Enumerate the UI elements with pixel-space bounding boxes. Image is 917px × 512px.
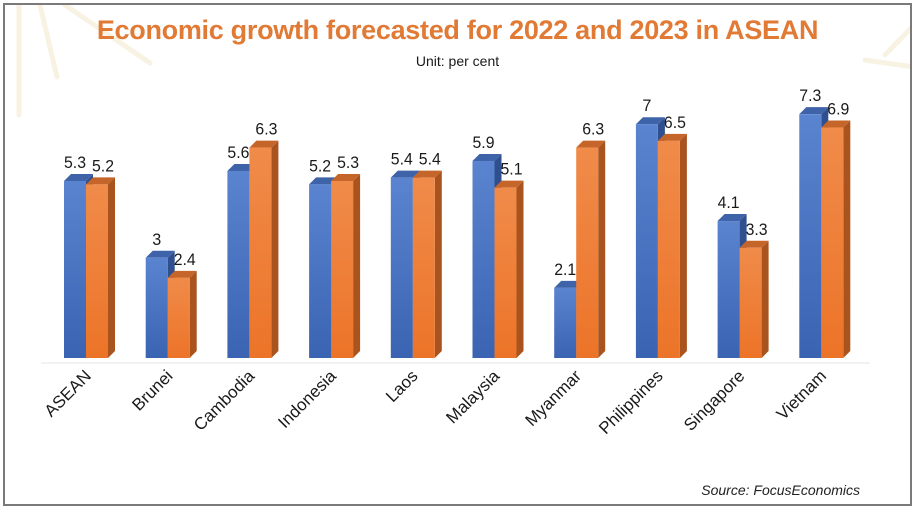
bar-2023-malaysia bbox=[494, 180, 524, 358]
category-label-laos: Laos bbox=[382, 366, 422, 406]
category-label-cambodia: Cambodia bbox=[190, 366, 259, 435]
value-label-2022-philippines: 7 bbox=[642, 96, 651, 115]
category-label-malaysia: Malaysia bbox=[442, 366, 503, 427]
bar-top-face bbox=[390, 170, 420, 178]
bar-top-face bbox=[821, 120, 851, 128]
value-label-2022-indonesia: 5.2 bbox=[309, 156, 331, 175]
category-label-myanmar: Myanmar bbox=[521, 366, 585, 430]
value-label-2022-myanmar: 2.1 bbox=[554, 260, 576, 279]
bar-front-face bbox=[167, 277, 190, 358]
bar-front-face bbox=[309, 184, 332, 358]
bar-front-face bbox=[821, 127, 844, 358]
bar-front-face bbox=[390, 177, 413, 358]
bar-2023-philippines bbox=[657, 133, 687, 358]
bar-top-face bbox=[145, 250, 175, 258]
value-label-2023-asean: 5.2 bbox=[92, 156, 114, 175]
bar-front-face bbox=[331, 180, 354, 358]
bar-front-face bbox=[799, 114, 822, 359]
bar-front-face bbox=[472, 160, 495, 358]
value-label-2022-laos: 5.4 bbox=[391, 150, 413, 169]
bar-2023-brunei bbox=[167, 270, 197, 358]
value-label-2022-cambodia: 5.6 bbox=[227, 143, 249, 162]
category-label-brunei: Brunei bbox=[128, 366, 176, 414]
bar-side-face bbox=[108, 177, 115, 358]
bar-top-face bbox=[309, 177, 339, 185]
value-label-2023-malaysia: 5.1 bbox=[501, 160, 523, 179]
bar-front-face bbox=[494, 187, 517, 358]
bar-2023-indonesia bbox=[331, 173, 361, 358]
bar-front-face bbox=[227, 170, 250, 358]
bar-2023-laos bbox=[412, 170, 442, 358]
value-label-2022-asean: 5.3 bbox=[64, 153, 86, 172]
bar-side-face bbox=[843, 120, 851, 358]
bar-top-face bbox=[412, 170, 442, 178]
bar-side-face bbox=[516, 180, 524, 358]
bar-top-face bbox=[64, 173, 93, 181]
bar-front-face bbox=[412, 177, 435, 358]
bar-top-face bbox=[167, 270, 197, 278]
category-label-vietnam: Vietnam bbox=[773, 366, 830, 423]
value-label-2022-malaysia: 5.9 bbox=[473, 133, 495, 152]
value-label-2022-brunei: 3 bbox=[152, 230, 161, 249]
bar-top-face bbox=[717, 214, 747, 222]
bar-top-face bbox=[799, 107, 829, 115]
bar-top-face bbox=[576, 140, 606, 148]
bar-top-face bbox=[554, 280, 584, 288]
bar-2023-singapore bbox=[739, 240, 769, 358]
value-label-2023-brunei: 2.4 bbox=[174, 250, 196, 269]
bar-top-face bbox=[494, 180, 524, 188]
bar-top-face bbox=[86, 177, 115, 185]
bar-front-face bbox=[576, 147, 599, 358]
chart-frame: Economic growth forecasted for 2022 and … bbox=[3, 3, 912, 506]
bar-top-face bbox=[249, 140, 279, 148]
bar-front-face bbox=[64, 180, 86, 358]
bar-top-face bbox=[331, 173, 361, 181]
bar-front-face bbox=[249, 147, 272, 358]
value-label-2023-philippines: 6.5 bbox=[664, 113, 686, 132]
bar-top-face bbox=[472, 153, 502, 161]
value-label-2023-singapore: 3.3 bbox=[746, 220, 768, 239]
category-label-indonesia: Indonesia bbox=[274, 366, 340, 432]
value-label-2023-vietnam: 6.9 bbox=[827, 100, 849, 119]
bar-front-face bbox=[717, 221, 740, 358]
bar-2023-asean bbox=[86, 177, 115, 358]
bar-side-face bbox=[761, 240, 769, 358]
bar-2023-myanmar bbox=[576, 140, 606, 358]
bar-side-face bbox=[353, 173, 361, 358]
bar-front-face bbox=[635, 124, 658, 358]
bar-side-face bbox=[598, 140, 606, 358]
value-label-2022-singapore: 4.1 bbox=[718, 193, 740, 212]
source-note: Source: FocusEconomics bbox=[701, 482, 860, 498]
bar-chart: 5.3 5.2 3 2.4 5.6 6.3 5.2 5.3 5.4 5.4 5.9 5.1 2.1 6.3… bbox=[41, 86, 870, 438]
value-label-2023-laos: 5.4 bbox=[419, 150, 441, 169]
chart-title: Economic growth forecasted for 2022 and … bbox=[96, 15, 819, 45]
bar-front-face bbox=[657, 140, 680, 358]
bar-front-face bbox=[739, 247, 762, 358]
category-label-philippines: Philippines bbox=[595, 366, 667, 438]
value-label-2023-cambodia: 6.3 bbox=[255, 120, 277, 139]
bar-top-face bbox=[635, 117, 665, 125]
category-label-singapore: Singapore bbox=[680, 366, 748, 434]
bar-side-face bbox=[189, 270, 197, 358]
bar-2023-cambodia bbox=[249, 140, 279, 358]
bar-side-face bbox=[271, 140, 279, 358]
value-label-2023-myanmar: 6.3 bbox=[582, 120, 604, 139]
bar-top-face bbox=[227, 163, 257, 171]
bar-front-face bbox=[554, 287, 577, 358]
bar-top-face bbox=[739, 240, 769, 248]
chart-subtitle: Unit: per cent bbox=[415, 53, 500, 69]
bar-2023-vietnam bbox=[821, 120, 851, 358]
bar-side-face bbox=[434, 170, 442, 358]
bar-top-face bbox=[657, 133, 687, 141]
value-label-2022-vietnam: 7.3 bbox=[799, 86, 821, 105]
bar-front-face bbox=[86, 184, 108, 358]
category-label-asean: ASEAN bbox=[41, 366, 95, 420]
value-label-2023-indonesia: 5.3 bbox=[337, 153, 359, 172]
bar-front-face bbox=[145, 257, 168, 358]
bar-side-face bbox=[679, 133, 687, 358]
